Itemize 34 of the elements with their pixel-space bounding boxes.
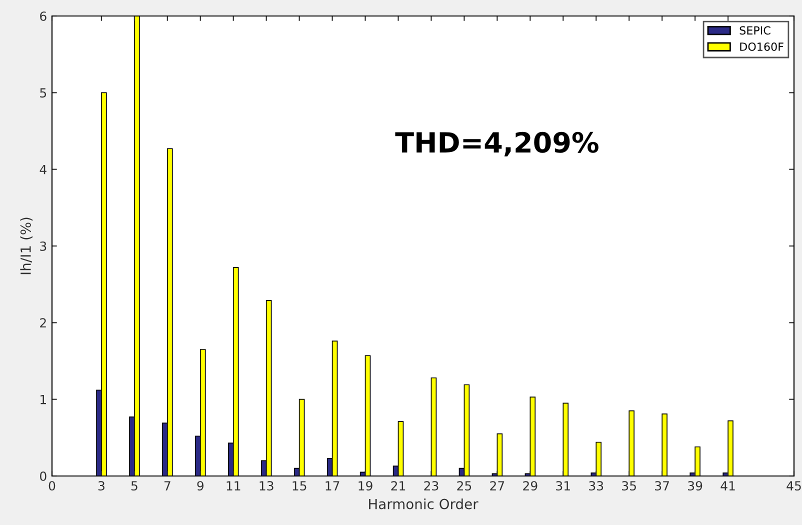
x-tick-label: 15 [292,481,306,491]
x-tick-label: 17 [326,481,340,490]
x-tick-label: 9 [197,481,204,491]
legend-label: SEPIC [740,26,770,35]
x-tick-label: 33 [589,481,604,491]
y-tick-label: 5 [40,88,46,98]
x-tick-label: 37 [655,481,669,491]
y-tick-label: 6 [40,11,46,21]
x-tick-label: 45 [786,481,801,491]
x-tick-label: 21 [391,481,406,490]
y-tick-label: 3 [40,241,46,251]
x-tick-label: 5 [131,481,138,491]
legend-label: DO160F [740,42,784,51]
y-tick-label: 4 [40,164,46,174]
y-tick-label: 2 [40,318,46,328]
x-tick-label: 35 [622,481,636,491]
x-tick-label: 11 [226,481,240,490]
x-axis-title: Harmonic Order [369,498,478,510]
x-tick-label: 3 [98,481,104,491]
x-tick-label: 19 [358,481,372,491]
x-tick-label: 25 [457,481,472,491]
x-tick-label: 0 [48,481,56,491]
x-tick-label: 7 [164,481,170,490]
x-tick-label: 29 [523,481,538,491]
x-tick-label: 31 [556,481,570,491]
y-tick-label: 0 [40,471,46,481]
x-tick-label: 13 [260,481,274,491]
x-tick-label: 23 [424,481,438,491]
annotation: THD=4,209% [395,132,598,156]
y-tick-label: 1 [40,394,46,404]
x-tick-label: 27 [490,481,504,490]
x-tick-label: 39 [688,481,702,491]
x-tick-label: 41 [720,481,735,490]
y-axis-title: Ih/I1 (%) [20,218,33,274]
